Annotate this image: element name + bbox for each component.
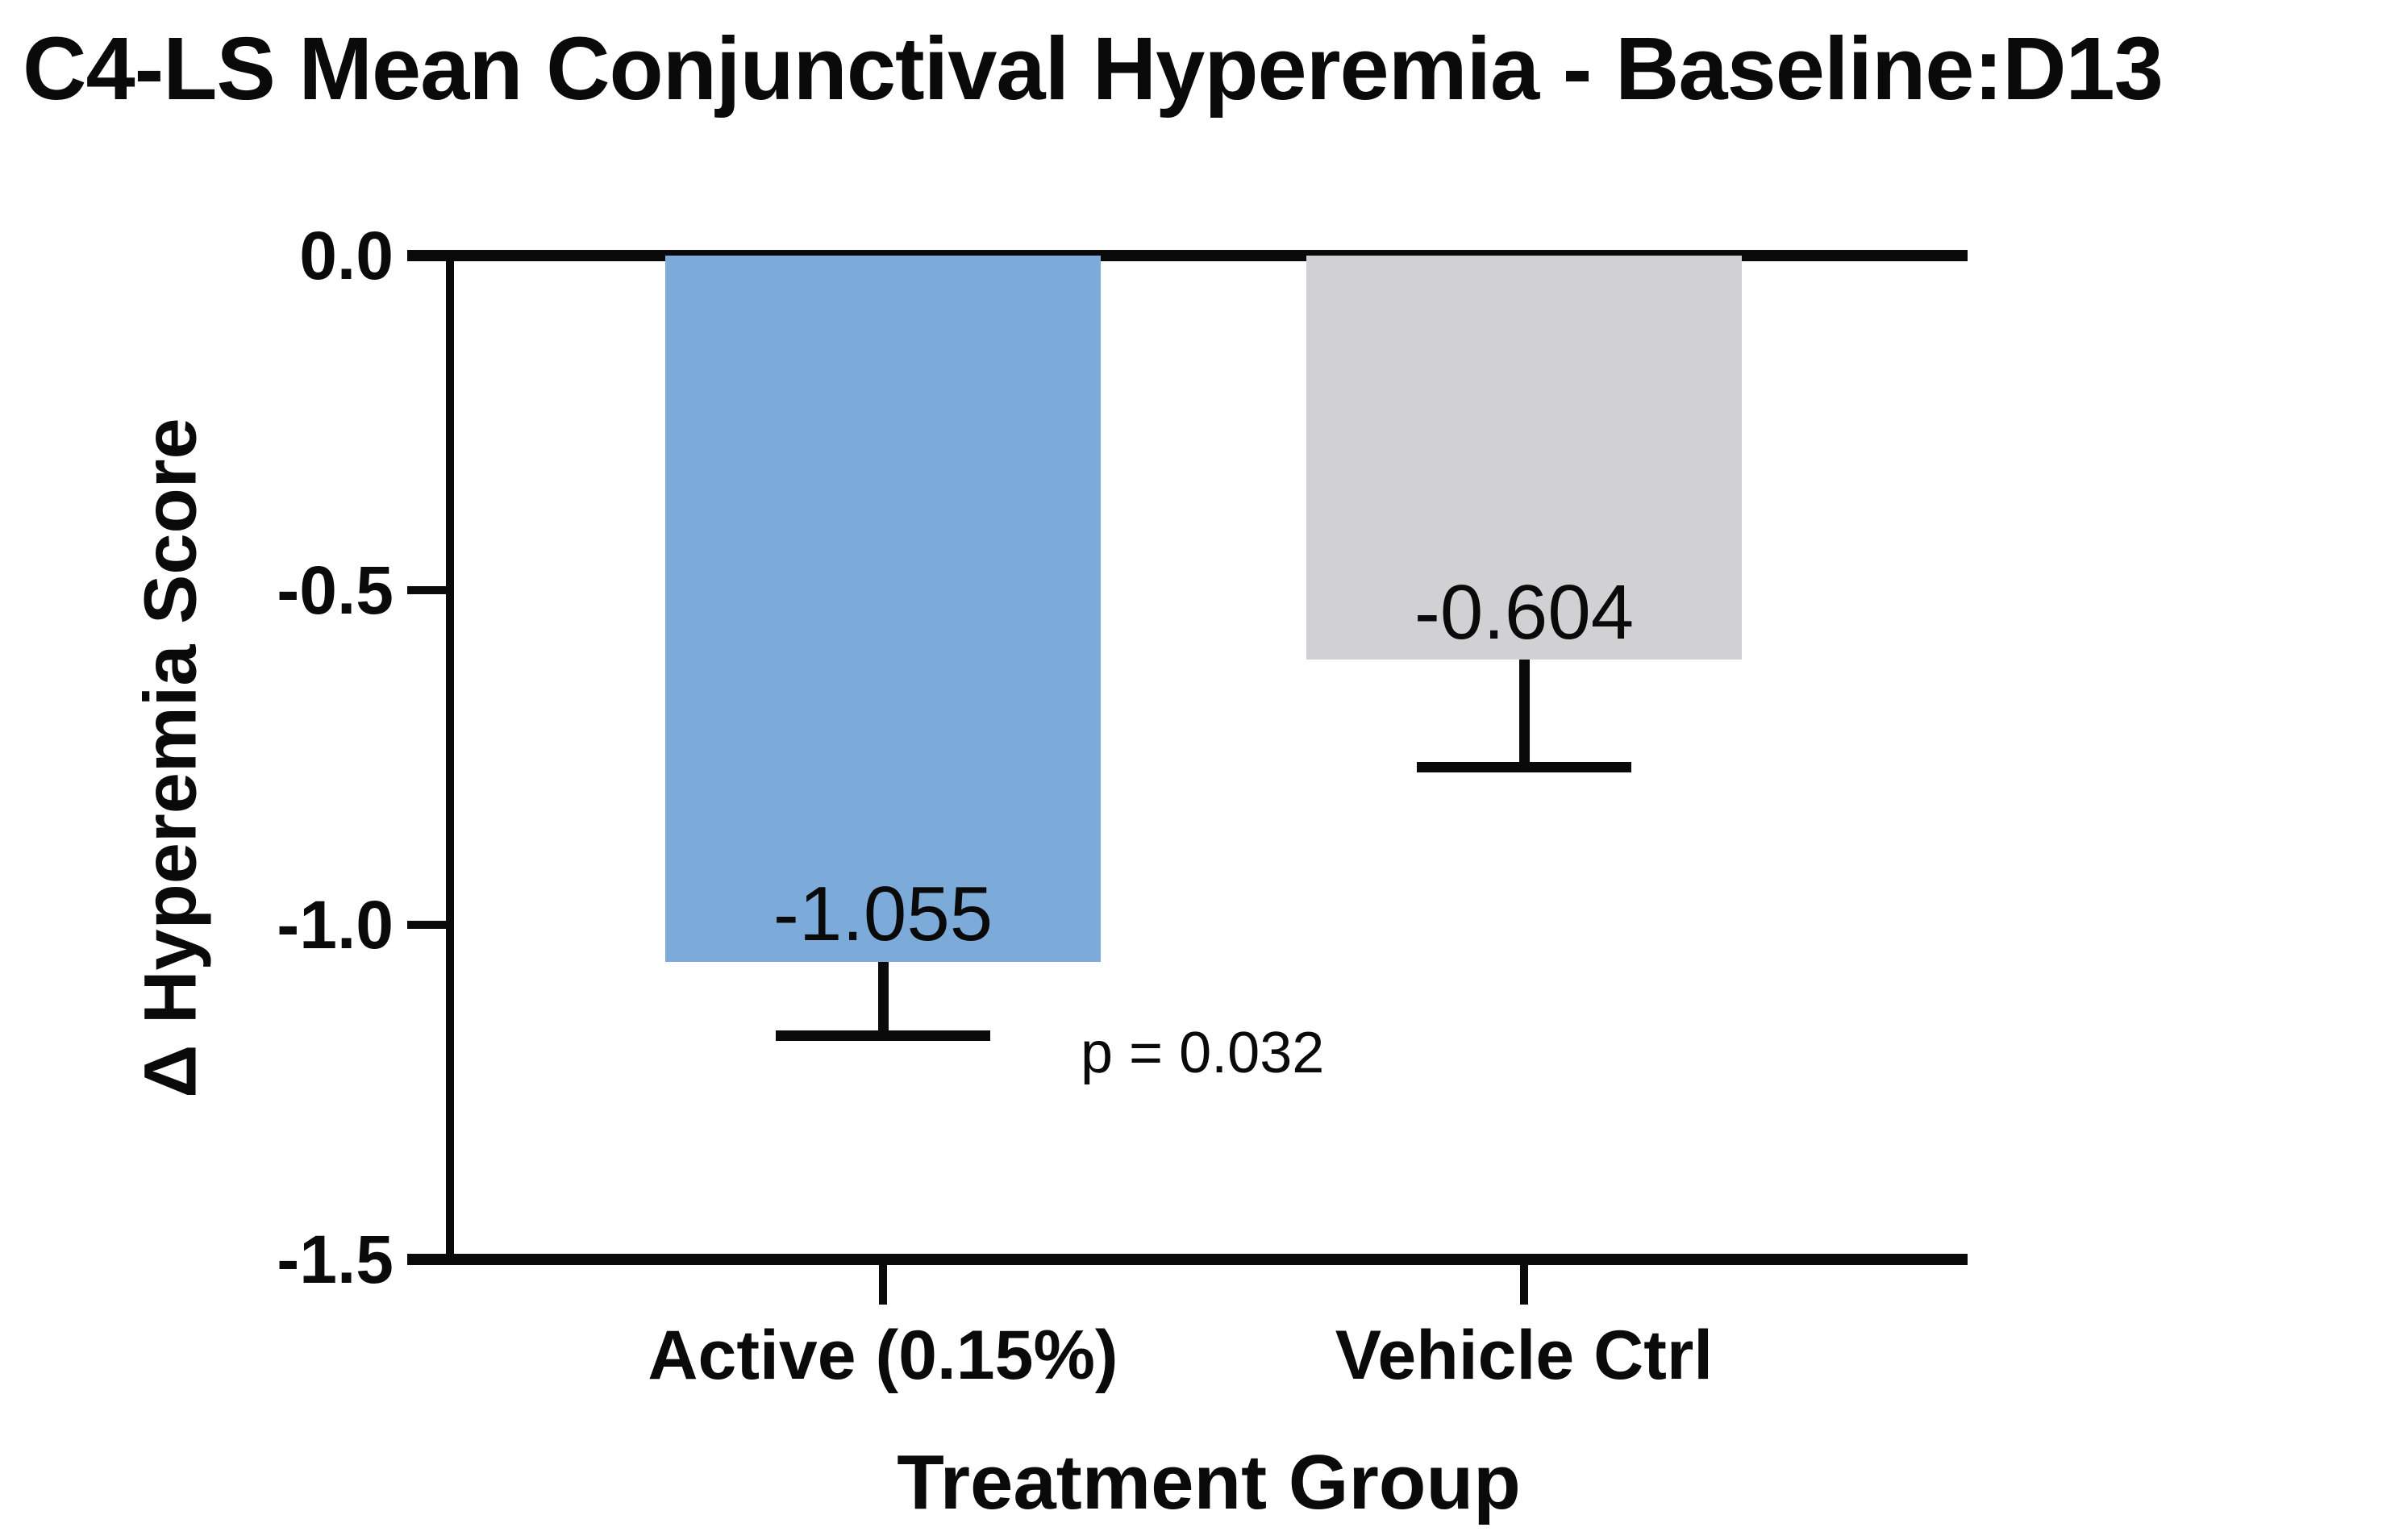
p-value-annotation: p = 0.032 [1081, 1021, 1325, 1085]
y-axis-spine [446, 256, 454, 1259]
y-tick-mark [407, 252, 450, 260]
y-tick-label: -0.5 [277, 552, 394, 628]
error-bar-line [878, 961, 889, 1035]
y-tick-mark [407, 1255, 450, 1263]
error-bar-line [1519, 660, 1530, 768]
y-tick-label: -1.0 [277, 887, 394, 963]
x-tick-label-active-0-15: Active (0.15%) [648, 1317, 1118, 1394]
y-tick-mark [407, 921, 450, 929]
bar-value-label: -1.055 [773, 870, 993, 957]
y-axis-title: Δ Hyperemia Score [129, 418, 212, 1098]
chart-title: C4-LS Mean Conjunctival Hyperemia - Base… [23, 19, 2164, 119]
x-axis-title: Treatment Group [897, 1439, 1521, 1525]
y-tick-mark [407, 586, 450, 594]
bar-vehicle-ctrl: -0.604 [1306, 256, 1742, 660]
bar-value-label: -0.604 [1414, 568, 1635, 656]
y-tick-label: 0.0 [299, 218, 394, 293]
x-tick-mark [1520, 1259, 1528, 1305]
x-tick-label-vehicle-ctrl: Vehicle Ctrl [1335, 1317, 1714, 1394]
error-bar-cap [776, 1030, 990, 1041]
plot-area: 0.0 -0.5 -1.0 -1.5 -1.055 Active (0.15%) -0.6… [277, 222, 1968, 1525]
bar-active-0-15: -1.055 [665, 256, 1101, 962]
x-axis-baseline [407, 1254, 1968, 1265]
x-tick-mark [879, 1259, 887, 1305]
y-tick-label: -1.5 [277, 1222, 394, 1297]
error-bar-cap [1417, 762, 1631, 773]
